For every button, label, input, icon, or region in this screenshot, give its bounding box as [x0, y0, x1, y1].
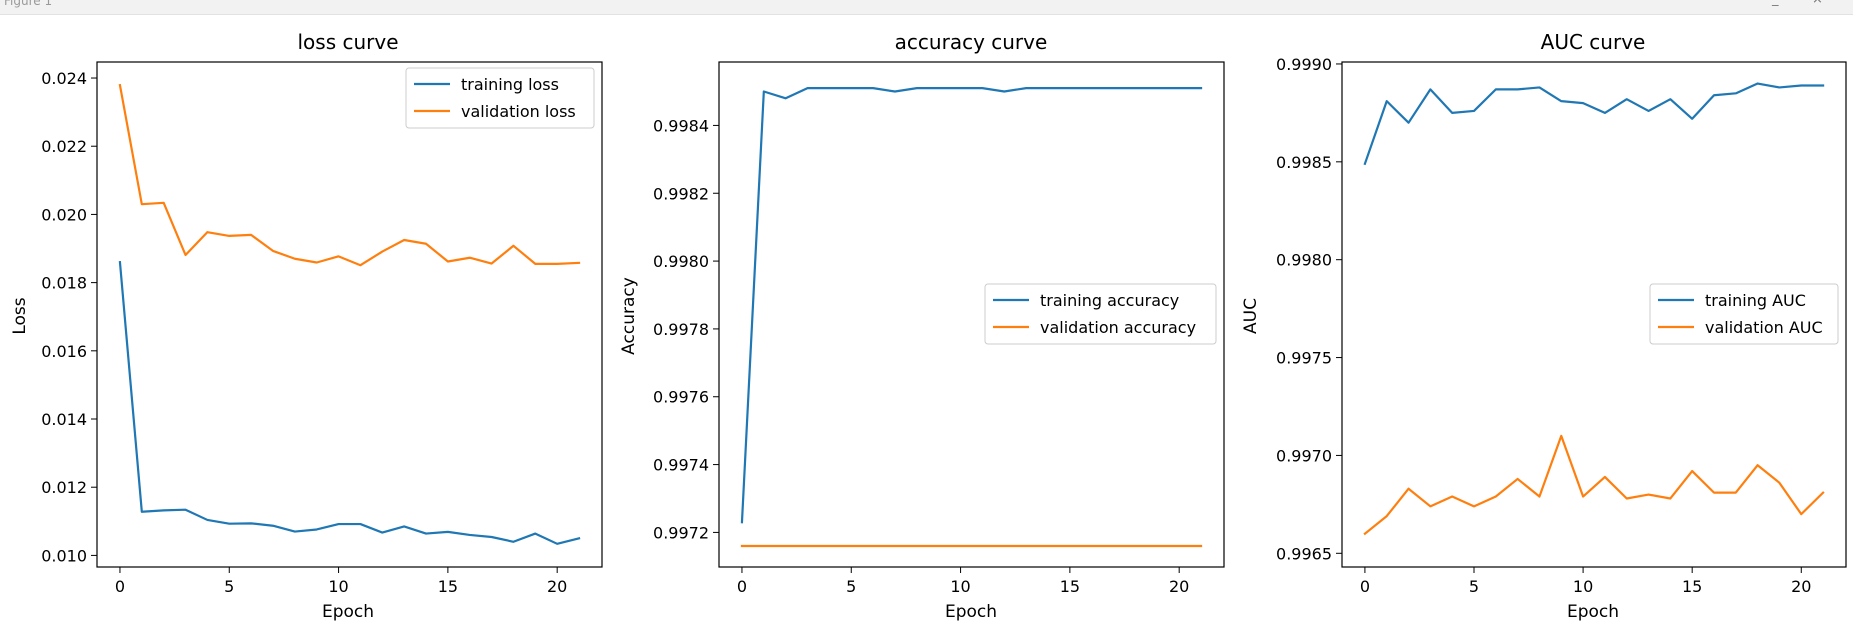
y-tick-label: 0.9970	[1276, 446, 1332, 465]
y-tick-label: 0.9974	[653, 456, 709, 475]
y-tick-label: 0.9980	[1276, 251, 1332, 270]
y-tick-label: 0.016	[41, 342, 87, 361]
series-line-training-accuracy	[740, 87, 1203, 524]
series-line-validation-AUC	[1363, 434, 1825, 536]
x-tick-label: 0	[115, 577, 125, 596]
y-tick-label: 0.9984	[653, 116, 709, 135]
legend-label: training accuracy	[1040, 291, 1179, 310]
legend-label: validation AUC	[1705, 318, 1823, 337]
x-tick-label: 15	[438, 577, 458, 596]
legend-box	[405, 67, 595, 129]
y-tick-label: 0.9985	[1276, 153, 1332, 172]
x-tick-label: 0	[1360, 577, 1370, 596]
y-tick-label: 0.022	[41, 137, 87, 156]
x-tick-label: 5	[224, 577, 234, 596]
y-tick-label: 0.9982	[653, 184, 709, 203]
y-axis-label: Accuracy	[619, 277, 639, 355]
x-tick-label: 20	[547, 577, 567, 596]
legend-box	[1649, 283, 1839, 345]
series-line-training-loss	[118, 260, 581, 545]
legend-label: validation loss	[461, 102, 576, 121]
x-tick-label: 20	[1791, 577, 1811, 596]
y-tick-label: 0.9975	[1276, 349, 1332, 368]
x-axis-label: Epoch	[322, 602, 374, 622]
x-axis-label: Epoch	[945, 602, 997, 622]
x-tick-label: 10	[950, 577, 970, 596]
y-tick-label: 0.024	[41, 69, 87, 88]
y-axis-label: AUC	[1241, 298, 1261, 334]
y-tick-label: 0.9990	[1276, 55, 1332, 74]
series-line-training-AUC	[1363, 82, 1825, 166]
x-tick-label: 15	[1682, 577, 1702, 596]
minimize-icon[interactable]: _	[1772, 0, 1779, 7]
chart-title: accuracy curve	[895, 30, 1048, 54]
chart-auc: AUC curve Epoch AUC 0 5 10 15 20 0.9965 0.9970…	[1241, 30, 1847, 622]
y-tick-label: 0.012	[41, 478, 87, 497]
y-tick-label: 0.020	[41, 205, 87, 224]
x-tick-label: 15	[1060, 577, 1080, 596]
close-icon[interactable]: ×	[1812, 0, 1823, 7]
series-line-validation-loss	[118, 83, 581, 267]
x-tick-label: 20	[1169, 577, 1189, 596]
plot-frame	[718, 61, 1225, 568]
legend-box	[984, 283, 1217, 345]
y-tick-label: 0.9978	[653, 320, 709, 339]
y-tick-label: 0.010	[41, 546, 87, 565]
x-tick-label: 5	[1469, 577, 1479, 596]
plot-frame	[96, 61, 603, 568]
x-tick-label: 0	[737, 577, 747, 596]
plot-frame	[1341, 61, 1847, 568]
legend-label: training loss	[461, 75, 559, 94]
window-titlebar: Figure 1 _ ×	[0, 0, 1853, 15]
chart-loss: loss curve Epoch Loss 0 5 10 15 20 0.010 0.012…	[10, 30, 603, 622]
y-axis-label: Loss	[10, 297, 30, 334]
y-tick-label: 0.9965	[1276, 544, 1332, 563]
legend-label: training AUC	[1705, 291, 1806, 310]
y-tick-label: 0.9980	[653, 252, 709, 271]
x-tick-label: 5	[846, 577, 856, 596]
legend-label: validation accuracy	[1040, 318, 1196, 337]
y-tick-label: 0.018	[41, 274, 87, 293]
window-title: Figure 1	[4, 0, 53, 8]
chart-title: loss curve	[297, 30, 398, 54]
chart-accuracy: accuracy curve Epoch Accuracy 0 5 10 15 20 0.…	[619, 30, 1225, 622]
x-tick-label: 10	[1573, 577, 1593, 596]
y-tick-label: 0.9972	[653, 523, 709, 542]
x-tick-label: 10	[328, 577, 348, 596]
chart-title: AUC curve	[1541, 30, 1646, 54]
y-tick-label: 0.014	[41, 410, 87, 429]
y-tick-label: 0.9976	[653, 388, 709, 407]
x-axis-label: Epoch	[1567, 602, 1619, 622]
